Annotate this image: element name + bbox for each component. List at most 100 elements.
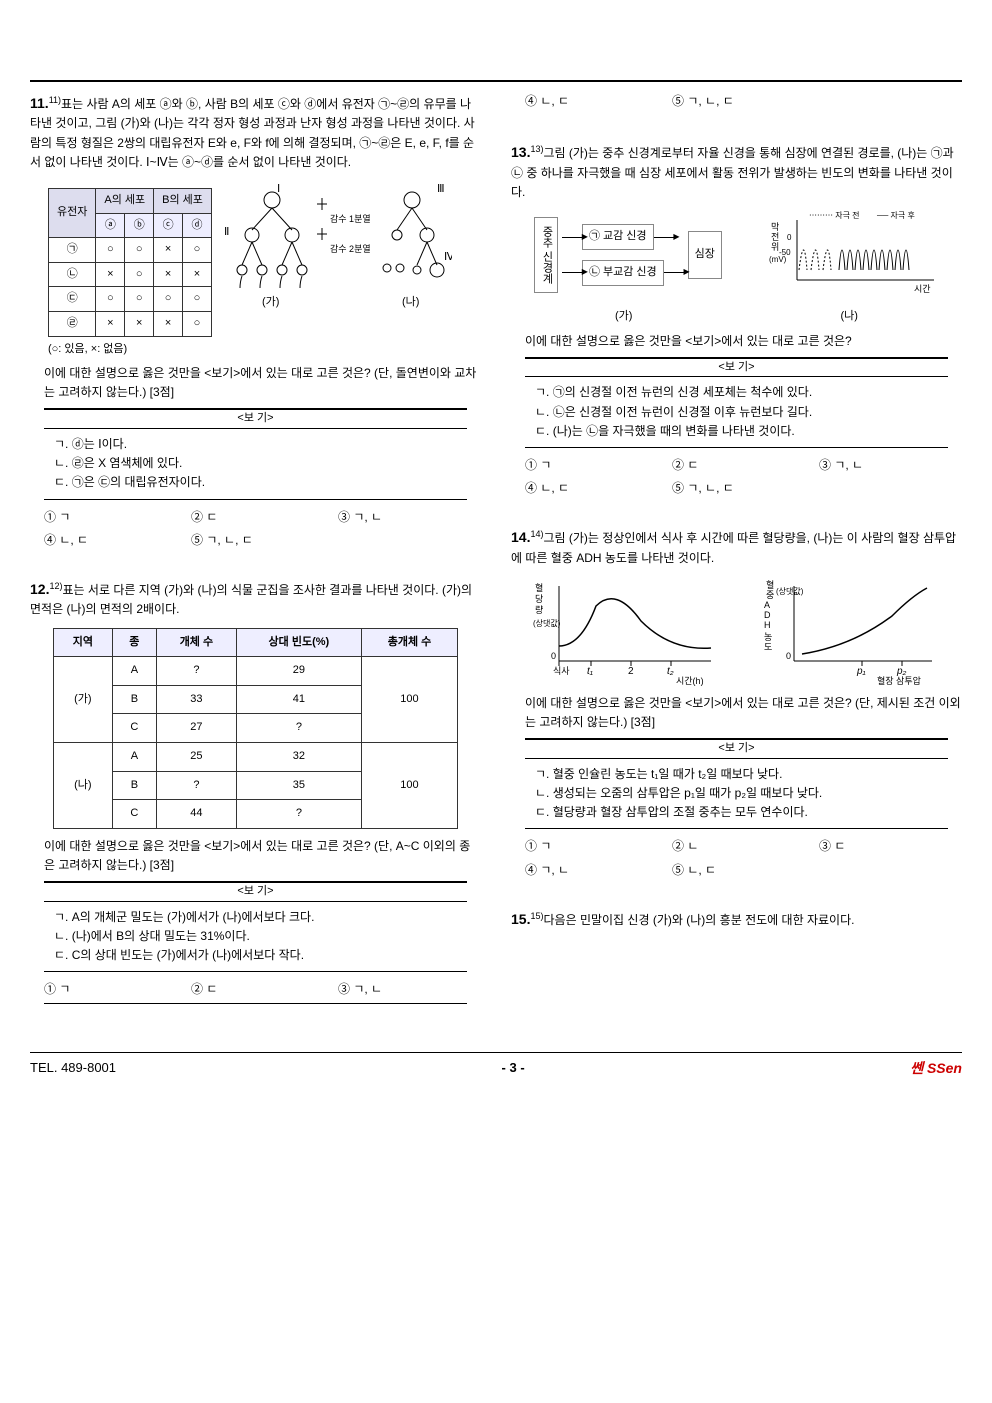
svg-text:혈: 혈 bbox=[766, 579, 774, 590]
q11-box-label: <보 기> bbox=[227, 412, 283, 424]
q11-c3[interactable]: ③ ㄱ, ㄴ bbox=[338, 508, 467, 527]
svg-text:시간(h): 시간(h) bbox=[676, 676, 704, 686]
q12-c2[interactable]: ② ㄷ bbox=[191, 980, 320, 999]
q13-box-label: <보 기> bbox=[708, 361, 764, 373]
label-m2: 감수 2분열 bbox=[330, 243, 371, 254]
question-13: 13.13)그림 (가)는 중추 신경계로부터 자율 신경을 통해 심장에 연결… bbox=[511, 141, 962, 498]
q14-c2[interactable]: ② ㄴ bbox=[672, 837, 801, 856]
svg-text:당: 당 bbox=[535, 594, 543, 604]
q12-c1[interactable]: ① ㄱ bbox=[44, 980, 173, 999]
svg-text:D: D bbox=[764, 610, 771, 620]
q12-stem: 이에 대한 설명으로 옳은 것만을 <보기>에서 있는 대로 고른 것은? (단… bbox=[44, 837, 481, 875]
q11-c1[interactable]: ① ㄱ bbox=[44, 508, 173, 527]
q11-c2[interactable]: ② ㄷ bbox=[191, 508, 320, 527]
svg-text:0: 0 bbox=[551, 651, 556, 661]
q11-box-2: ㄴ. ㉣은 X 염색체에 있다. bbox=[54, 454, 457, 473]
q14-box-label: <보 기> bbox=[708, 742, 764, 754]
q13-prompt: 13.13)그림 (가)는 중추 신경계로부터 자율 신경을 통해 심장에 연결… bbox=[511, 141, 962, 202]
q14-c5[interactable]: ⑤ ㄴ, ㄷ bbox=[672, 861, 801, 880]
pt-h0: 지역 bbox=[53, 628, 113, 657]
label-II: Ⅱ bbox=[224, 226, 229, 238]
q11-sup: 11) bbox=[49, 95, 61, 105]
q11-box-1: ㄱ. ⓓ는 Ⅰ이다. bbox=[54, 435, 457, 454]
svg-text:t₁: t₁ bbox=[587, 666, 593, 677]
q13-c1[interactable]: ① ㄱ bbox=[525, 456, 654, 475]
q12-table: 지역 종 개체 수 상대 빈도(%) 총개체 수 (가) A ? 29 100 … bbox=[53, 628, 459, 829]
q11-stem: 이에 대한 설명으로 옳은 것만을 <보기>에서 있는 대로 고른 것은? (단… bbox=[44, 364, 481, 402]
q14-box-3: ㄷ. 혈당량과 혈장 삼투압의 조절 중추는 모두 연수이다. bbox=[535, 803, 938, 822]
q12-c5[interactable]: ⑤ ㄱ, ㄴ, ㄷ bbox=[672, 92, 801, 111]
q14-c1[interactable]: ① ㄱ bbox=[525, 837, 654, 856]
q13-c2[interactable]: ② ㄷ bbox=[672, 456, 801, 475]
sub-a: ⓐ bbox=[96, 213, 125, 238]
pt-h4: 총개체 수 bbox=[361, 628, 458, 657]
svg-text:막: 막 bbox=[771, 222, 779, 232]
q13-c5[interactable]: ⑤ ㄱ, ㄴ, ㄷ bbox=[672, 479, 801, 498]
q11-box-3: ㄷ. ㉠은 ㉢의 대립유전자이다. bbox=[54, 473, 457, 492]
q13-c3[interactable]: ③ ㄱ, ㄴ bbox=[819, 456, 948, 475]
label-na: (나) bbox=[402, 295, 419, 308]
after-label: ── 자극 후 bbox=[876, 211, 915, 220]
top-rule bbox=[30, 80, 962, 82]
q12-number: 12. bbox=[30, 581, 49, 597]
q12-box-1: ㄱ. A의 개체군 밀도는 (가)에서가 (나)에서보다 크다. bbox=[54, 908, 457, 927]
q12-sup: 12) bbox=[49, 581, 62, 591]
svg-text:H: H bbox=[764, 620, 771, 630]
svg-text:-50: -50 bbox=[779, 248, 791, 257]
pt-h2: 개체 수 bbox=[156, 628, 237, 657]
para-box: ㉡ 부교감 신경 bbox=[582, 260, 664, 286]
sub-d: ⓓ bbox=[183, 213, 212, 238]
right-column: ④ ㄴ, ㄷ ⑤ ㄱ, ㄴ, ㄷ 13.13)그림 (가)는 중추 신경계로부터… bbox=[511, 92, 962, 1032]
q11-text: 표는 사람 A의 세포 ⓐ와 ⓑ, 사람 B의 세포 ⓒ와 ⓓ에서 유전자 ㉠~… bbox=[30, 97, 475, 169]
q14-c3[interactable]: ③ ㄷ bbox=[819, 837, 948, 856]
svg-text:(상댓값): (상댓값) bbox=[533, 618, 561, 628]
q11-c5[interactable]: ⑤ ㄱ, ㄴ, ㄷ bbox=[191, 531, 320, 550]
q13-sup: 13) bbox=[530, 144, 543, 154]
sub-b: ⓑ bbox=[125, 213, 154, 238]
q11-c4[interactable]: ④ ㄴ, ㄷ bbox=[44, 531, 173, 550]
q14-sup: 14) bbox=[530, 529, 543, 539]
q11-choices: ① ㄱ ② ㄷ ③ ㄱ, ㄴ ④ ㄴ, ㄷ ⑤ ㄱ, ㄴ, ㄷ bbox=[44, 508, 467, 550]
svg-text:0: 0 bbox=[786, 651, 791, 661]
svg-text:0: 0 bbox=[787, 233, 792, 242]
svg-text:중: 중 bbox=[766, 590, 774, 600]
q14-stem: 이에 대한 설명으로 옳은 것만을 <보기>에서 있는 대로 고른 것은? (단… bbox=[525, 694, 962, 732]
sub-c: ⓒ bbox=[154, 213, 183, 238]
q13-box-2: ㄴ. ㉡은 신경절 이전 뉴런이 신경절 이후 뉴런보다 길다. bbox=[535, 403, 938, 422]
q13-c4[interactable]: ④ ㄴ, ㄷ bbox=[525, 479, 654, 498]
q15-prompt: 15.15)다음은 민말이집 신경 (가)와 (나)의 흥분 전도에 대한 자료… bbox=[511, 908, 962, 930]
question-12: 12.12)표는 서로 다른 지역 (가)와 (나)의 식물 군집을 조사한 결… bbox=[30, 578, 481, 1004]
q14-c4[interactable]: ④ ㄱ, ㄴ bbox=[525, 861, 654, 880]
page-footer: TEL. 489-8001 - 3 - 쎈 SSen bbox=[30, 1052, 962, 1079]
th-b: B의 세포 bbox=[154, 188, 212, 213]
q13-sublabels: (가) (나) bbox=[511, 308, 962, 326]
q12-choices-row2: ④ ㄴ, ㄷ ⑤ ㄱ, ㄴ, ㄷ bbox=[525, 92, 948, 111]
q11-number: 11. bbox=[30, 95, 49, 111]
q12-box-2: ㄴ. (나)에서 B의 상대 밀도는 31%이다. bbox=[54, 927, 457, 946]
q13-stem: 이에 대한 설명으로 옳은 것만을 <보기>에서 있는 대로 고른 것은? bbox=[525, 332, 962, 351]
label-I: Ⅰ bbox=[277, 183, 280, 195]
logo: 쎈 SSen bbox=[910, 1057, 962, 1079]
pt-h1: 종 bbox=[113, 628, 156, 657]
q12-box-label: <보 기> bbox=[227, 885, 283, 897]
q13-chart: 막 전 위 (mV) 0 -50 ⋯⋯⋯ 자극 전 ── 자극 후 bbox=[769, 210, 939, 300]
q14-bogi: <보 기> ㄱ. 혈중 인슐린 농도는 t₁일 때가 t₂일 때보다 낮다. ㄴ… bbox=[525, 738, 948, 829]
question-14: 14.14)그림 (가)는 정상인에서 식사 후 시간에 따른 혈당량을, (나… bbox=[511, 526, 962, 879]
q13-box-1: ㄱ. ㉠의 신경절 이전 뉴런의 신경 세포체는 척수에 있다. bbox=[535, 383, 938, 402]
q11-gene-table: 유전자 A의 세포 B의 세포 ⓐ ⓑ ⓒ ⓓ ㉠○○×○ ㉡×○×× ㉢○○○… bbox=[48, 188, 212, 337]
svg-text:(상댓값): (상댓값) bbox=[776, 586, 804, 596]
q13-bogi: <보 기> ㄱ. ㉠의 신경절 이전 뉴런의 신경 세포체는 척수에 있다. ㄴ… bbox=[525, 357, 948, 448]
q14-prompt: 14.14)그림 (가)는 정상인에서 식사 후 시간에 따른 혈당량을, (나… bbox=[511, 526, 962, 568]
tel: TEL. 489-8001 bbox=[30, 1058, 116, 1079]
before-label: ⋯⋯⋯ 자극 전 bbox=[809, 210, 860, 220]
label-III: Ⅲ bbox=[437, 183, 445, 195]
q12-c3[interactable]: ③ ㄱ, ㄴ bbox=[338, 980, 467, 999]
q14-chart-na: 혈 중 A D H 농 도 (상댓값) 0 p₁ p₂ 혈 bbox=[762, 576, 942, 686]
label-ga: (가) bbox=[262, 295, 279, 308]
q12-choices-row1: ① ㄱ ② ㄷ ③ ㄱ, ㄴ bbox=[44, 980, 467, 1004]
q12-c4[interactable]: ④ ㄴ, ㄷ bbox=[525, 92, 654, 111]
label-IV: Ⅳ bbox=[444, 251, 452, 263]
th-gene: 유전자 bbox=[49, 188, 96, 237]
q14-charts: 혈 당 량 (상댓값) 0 식사 t₁ 2 t₂ 시간(h) bbox=[511, 576, 962, 686]
q13-figure: 중추 신경계 ㉠ 교감 신경 ㉡ 부교감 신경 심장 막 전 위 (mV) 0 bbox=[511, 210, 962, 300]
